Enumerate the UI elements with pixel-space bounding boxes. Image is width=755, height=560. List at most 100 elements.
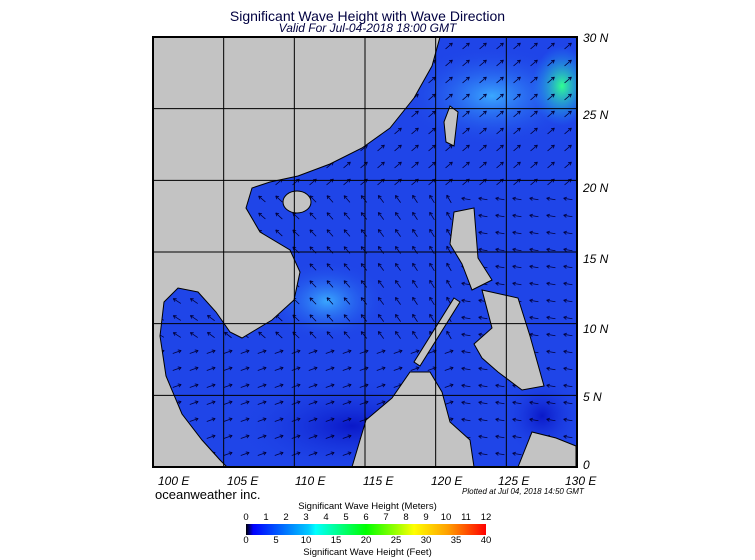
colorbar-tick: 4 [323,512,329,523]
wave-direction-arrow [223,434,233,439]
wave-direction-arrow [530,42,538,50]
wave-direction-arrow [377,212,385,220]
wave-direction-arrow [275,195,283,203]
wave-direction-arrow [325,434,335,439]
wave-direction-arrow [513,42,521,50]
lat-label: 0 [583,458,590,472]
wave-direction-arrow [189,400,199,405]
wave-direction-arrow [512,230,522,235]
wave-direction-arrow [377,263,385,271]
wave-direction-arrow [546,247,556,252]
wave-direction-arrow [478,400,488,405]
wave-direction-arrow [444,400,454,405]
wave-direction-arrow [410,349,420,354]
wave-direction-arrow [342,434,352,439]
wave-direction-arrow [172,383,182,388]
wave-direction-arrow [444,366,454,371]
wave-direction-arrow [512,247,522,252]
wave-direction-arrow [546,196,556,201]
wave-direction-arrow [446,245,452,255]
wave-direction-arrow [326,263,334,271]
wave-direction-arrow [309,229,317,237]
colorbar-tick: 0 [243,512,249,523]
wave-direction-arrow [478,213,488,218]
wave-direction-arrow [446,279,452,289]
wave-direction-arrow [547,161,555,169]
wave-direction-arrow [394,296,401,305]
wave-direction-arrow [258,212,266,220]
wave-direction-arrow [530,59,538,67]
wave-direction-arrow [496,76,504,84]
wave-direction-arrow [412,296,418,305]
wave-direction-arrow [462,110,470,118]
wave-direction-arrow [257,434,267,439]
wave-direction-arrow [446,228,452,238]
wave-direction-arrow [343,280,351,288]
wave-direction-arrow [513,161,521,169]
lon-label: 105 E [227,474,259,488]
wave-direction-arrow [429,279,435,289]
wave-direction-arrow [547,42,555,50]
wave-direction-arrow [206,314,215,321]
wave-direction-arrow [495,383,505,388]
wave-direction-arrow [309,280,317,288]
wave-direction-arrow [172,332,182,338]
wave-direction-arrow [530,76,538,84]
map-frame [152,36,578,468]
wave-direction-arrow [342,383,352,388]
land-taiwan [443,105,459,147]
colorbar-tick: 10 [440,512,452,523]
wave-direction-arrow [308,366,318,371]
wave-direction-arrow [462,93,470,101]
wave-direction-arrow [513,110,521,118]
colorbar-tick: 5 [273,535,279,546]
lon-label: 115 E [363,474,394,488]
wave-direction-arrow [309,314,317,322]
wave-direction-arrow [189,298,198,304]
wave-direction-arrow [547,144,555,152]
wave-direction-arrow [240,366,250,371]
wave-direction-arrow [546,400,556,405]
wave-direction-arrow [563,281,573,286]
wave-direction-arrow [206,331,215,338]
wave-direction-arrow [512,451,522,456]
wave-direction-arrow [461,315,471,320]
wave-direction-arrow [308,349,318,354]
colorbar-tick: 30 [420,535,432,546]
wave-direction-arrow [223,366,233,371]
wave-direction-arrow [530,110,538,118]
wave-direction-arrow [342,417,352,422]
wave-direction-arrow [529,281,539,286]
wave-direction-arrow [360,263,368,271]
land-hainan [282,190,312,214]
wave-direction-arrow [308,383,318,388]
wave-direction-arrow [326,195,334,203]
colorbar-tick: 35 [450,535,462,546]
wave-direction-arrow [462,161,470,169]
wave-direction-arrow [377,161,385,169]
wave-direction-arrow [496,93,504,101]
wave-direction-arrow [546,366,556,371]
wave-direction-arrow [446,194,452,204]
wave-direction-arrow [512,196,522,201]
colorbar-tick: 5 [343,512,349,523]
wave-direction-arrow [291,400,301,405]
wave-direction-arrow [394,144,402,152]
wave-direction-arrow [513,76,521,84]
wave-direction-arrow [445,59,453,67]
wave-direction-arrow [529,230,539,235]
colorbar-tick: 7 [383,512,389,523]
land-visayas-mindanao [473,289,545,391]
wave-direction-arrow [291,417,301,422]
wave-direction-arrow [172,366,182,371]
wave-direction-arrow [291,434,301,439]
wave-direction-arrow [529,213,539,218]
wave-direction-arrow [309,263,317,271]
wave-direction-arrow [376,349,386,354]
wave-direction-arrow [360,212,368,220]
wave-direction-arrow [478,196,488,201]
wave-direction-arrow [461,383,471,388]
colorbar-tick: 25 [390,535,402,546]
wave-direction-arrow [394,262,401,271]
wave-direction-arrow [325,349,335,354]
